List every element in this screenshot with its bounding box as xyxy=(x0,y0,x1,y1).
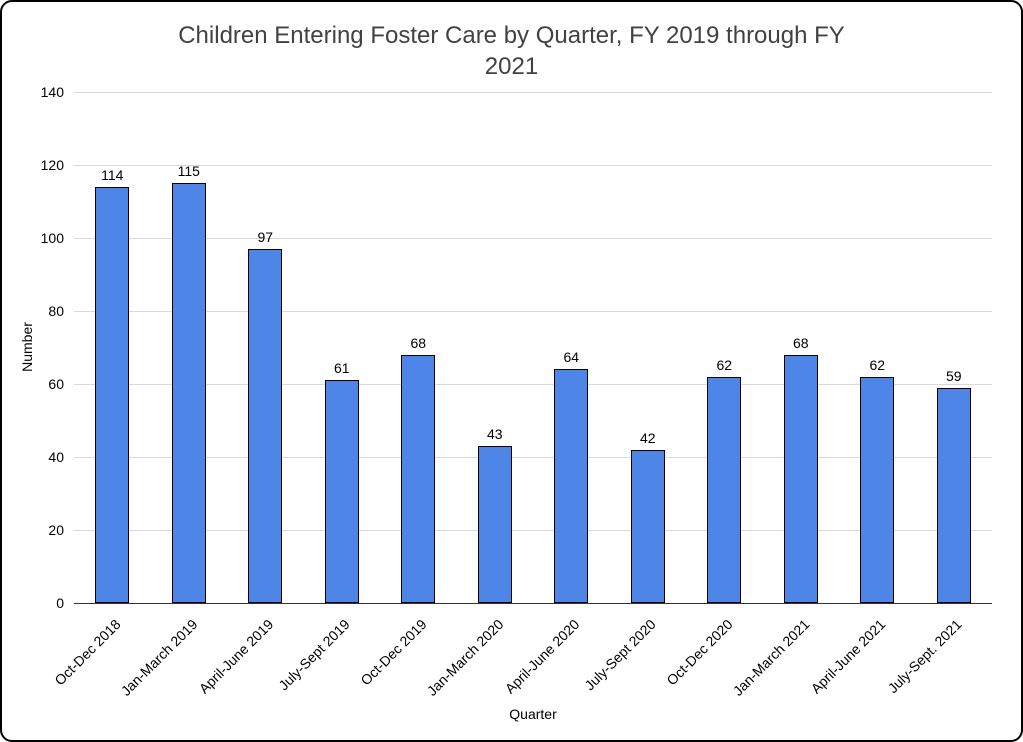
bar: 115 xyxy=(171,163,206,603)
gridline xyxy=(74,311,992,312)
gridline xyxy=(74,530,992,531)
bars-row: 114 115 97 61 68 43 64 42 62 68 62 59 xyxy=(74,92,992,603)
bar-value-label: 64 xyxy=(563,349,580,366)
bar: 114 xyxy=(95,167,130,603)
bar: 42 xyxy=(630,430,665,603)
bar-slot: 59 xyxy=(916,92,993,603)
x-tick-label: Oct-Dec 2020 xyxy=(663,616,736,689)
bar: 97 xyxy=(248,229,283,603)
y-axis: 0 20 40 60 80 100 120 140 xyxy=(2,84,64,611)
x-axis-line xyxy=(74,603,992,604)
bar: 68 xyxy=(401,335,436,603)
y-tick-label: 140 xyxy=(40,84,64,100)
bar-value-label: 115 xyxy=(177,163,200,180)
bar-value-label: 43 xyxy=(486,426,503,443)
bar: 68 xyxy=(783,335,818,603)
bar-value-label: 62 xyxy=(869,356,886,373)
x-tick-label: April-June 2020 xyxy=(501,616,583,697)
bar-slot: 114 xyxy=(74,92,151,603)
bar-value-label: 68 xyxy=(410,334,427,351)
x-tick-label: April-June 2021 xyxy=(807,616,889,697)
bar-slot: 61 xyxy=(304,92,381,603)
y-tick-label: 20 xyxy=(48,522,64,538)
gridline xyxy=(74,457,992,458)
x-tick-label: April-June 2019 xyxy=(195,616,277,697)
bar-value-label: 62 xyxy=(716,356,733,373)
bar-value-label: 114 xyxy=(101,166,124,183)
chart-title: Children Entering Foster Care by Quarter… xyxy=(178,22,845,81)
bar-slot: 68 xyxy=(380,92,457,603)
bar: 64 xyxy=(554,349,589,603)
bar-slot: 97 xyxy=(227,92,304,603)
bar-slot: 43 xyxy=(457,92,534,603)
x-tick-label: July-Sept 2019 xyxy=(275,616,354,694)
bar-slot: 42 xyxy=(610,92,687,603)
bar: 43 xyxy=(477,426,512,603)
gridline xyxy=(74,92,992,93)
x-axis-title: Quarter xyxy=(509,706,557,722)
gridline xyxy=(74,384,992,385)
bar-slot: 115 xyxy=(151,92,228,603)
x-tick-label: July-Sept. 2021 xyxy=(884,616,966,697)
bar-slot: 62 xyxy=(839,92,916,603)
y-tick-label: 120 xyxy=(40,157,64,173)
x-tick-label: July-Sept 2020 xyxy=(581,616,660,694)
bar: 61 xyxy=(324,360,359,603)
y-tick-label: 40 xyxy=(48,449,64,465)
bar-value-label: 68 xyxy=(792,334,809,351)
x-tick-label: Oct-Dec 2018 xyxy=(51,616,124,689)
gridline xyxy=(74,165,992,166)
y-tick-label: 100 xyxy=(40,230,64,246)
x-tick-label: Jan-March 2019 xyxy=(117,616,201,699)
bar-value-label: 97 xyxy=(257,228,274,245)
bar-slot: 62 xyxy=(686,92,763,603)
bar-slot: 64 xyxy=(533,92,610,603)
x-tick-label: Jan-March 2020 xyxy=(423,616,507,699)
bar-value-label: 42 xyxy=(639,429,656,446)
plot-area: 114 115 97 61 68 43 64 42 62 68 62 59 xyxy=(74,92,992,604)
x-axis: Oct-Dec 2018 Jan-March 2019 April-June 201… xyxy=(51,603,992,713)
gridline xyxy=(74,238,992,239)
bar: 62 xyxy=(707,357,742,603)
x-tick-label: Oct-Dec 2019 xyxy=(357,616,430,689)
bar: 62 xyxy=(860,357,895,603)
bar-value-label: 61 xyxy=(333,360,350,377)
y-tick-label: 0 xyxy=(56,595,64,611)
y-tick-label: 60 xyxy=(48,376,64,392)
bar: 59 xyxy=(936,368,971,603)
x-tick-label: Jan-March 2021 xyxy=(729,616,813,699)
y-tick-label: 80 xyxy=(48,303,64,319)
bar-slot: 68 xyxy=(763,92,840,603)
bar-value-label: 59 xyxy=(945,367,962,384)
